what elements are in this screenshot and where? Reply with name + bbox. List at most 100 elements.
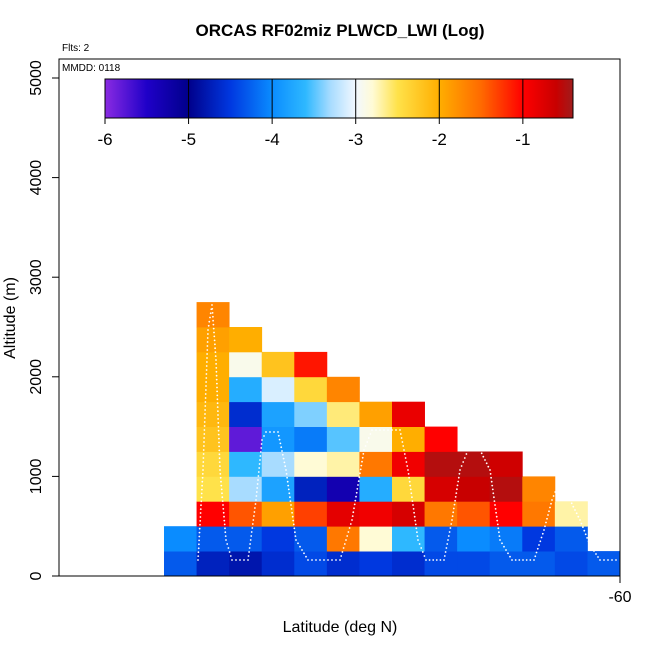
flight-track-point: [204, 397, 207, 399]
flight-track-point: [452, 511, 455, 514]
flight-track-point: [454, 499, 456, 502]
flight-track-point: [509, 555, 511, 558]
flight-track-point: [257, 471, 260, 473]
flight-track-point: [218, 437, 220, 440]
chart-title: ORCAS RF02miz PLWCD_LWI (Log): [196, 21, 485, 40]
flight-track-point: [251, 527, 254, 529]
flight-track-point: [489, 469, 491, 471]
heatmap-cell: [424, 526, 458, 552]
flight-track-point: [211, 304, 213, 306]
flight-track-point: [224, 527, 226, 530]
heatmap-cell: [522, 551, 556, 577]
flight-track-point: [367, 437, 370, 439]
flight-track-point: [543, 529, 545, 531]
flight-track-point: [220, 484, 223, 487]
flight-track-point: [497, 527, 500, 530]
y-axis-title: Altitude (m): [2, 277, 19, 359]
flight-track-point: [217, 433, 220, 436]
heatmap-cell: [164, 526, 197, 552]
heatmap-cell: [164, 551, 197, 577]
flight-track-point: [215, 378, 218, 381]
flight-track-point: [206, 341, 209, 343]
flight-track-point: [417, 539, 419, 541]
flight-track-point: [217, 422, 220, 424]
flight-track-point: [511, 559, 513, 561]
flight-track-point: [200, 496, 203, 499]
flight-track-point: [292, 519, 295, 522]
heatmap-cell: [294, 551, 328, 577]
flight-track-point: [220, 488, 223, 491]
flight-track-point: [356, 488, 359, 490]
colorbar-gradient: [104, 78, 574, 119]
flights-note: Flts: 2: [62, 43, 90, 54]
flight-track-point: [409, 484, 412, 487]
flight-track-point: [206, 345, 209, 347]
flight-track-point: [586, 537, 588, 539]
flight-track-point: [217, 410, 219, 412]
flight-track-point: [451, 515, 454, 518]
flight-track-point: [206, 361, 208, 363]
flight-track-point: [221, 500, 224, 502]
flight-track-point: [503, 545, 505, 548]
flight-track-point: [379, 429, 381, 431]
flight-track-point: [205, 389, 207, 391]
flight-track-point: [371, 429, 373, 431]
flight-track-point: [361, 456, 364, 459]
flight-track-point: [269, 431, 271, 433]
heatmap-cell: [294, 501, 328, 527]
colorbar-tick-label: -6: [97, 130, 112, 149]
heatmap-cell: [326, 476, 360, 502]
flight-track-point: [307, 559, 309, 561]
flight-track-point: [458, 472, 461, 475]
flight-track-point: [211, 308, 214, 310]
flight-track-point: [560, 482, 563, 485]
flight-track-point: [256, 487, 259, 489]
flight-track-point: [407, 473, 410, 475]
flight-track-point: [231, 559, 233, 561]
flight-track-point: [219, 469, 221, 471]
flight-track-point: [580, 522, 583, 525]
flight-track-point: [206, 337, 209, 339]
colorbar-tick-label: -2: [432, 130, 447, 149]
flight-track-point: [285, 473, 288, 475]
flight-track-point: [222, 504, 224, 506]
flight-track-point: [214, 351, 217, 353]
heatmap-cell: [326, 451, 360, 477]
flight-track-point: [301, 549, 303, 551]
flight-track-point: [418, 543, 421, 545]
heatmap-cell: [424, 451, 458, 477]
flight-track-point: [514, 559, 517, 561]
flight-track-point: [206, 353, 209, 355]
heatmap-cell: [522, 526, 556, 552]
flight-track-point: [492, 492, 495, 495]
flight-track-point: [453, 503, 456, 506]
flight-track-point: [549, 506, 551, 509]
heatmap-cell: [196, 426, 230, 452]
heatmap-cell: [294, 401, 328, 427]
flight-track-point: [294, 535, 297, 537]
flight-track-point: [597, 556, 599, 558]
flight-track-point: [411, 500, 414, 502]
flight-track-point: [339, 559, 341, 561]
flight-track-point: [216, 402, 219, 405]
flight-track-point: [551, 499, 553, 501]
flight-track-point: [505, 549, 507, 551]
flight-track-point: [448, 531, 451, 533]
flight-track-point: [460, 465, 463, 467]
heatmap-cell: [424, 501, 458, 527]
heatmap-cell: [489, 476, 523, 502]
flight-track-point: [456, 488, 458, 491]
flight-track-point: [347, 531, 350, 533]
heatmap-cell: [457, 451, 491, 477]
flight-track-point: [247, 555, 250, 557]
flight-track-point: [205, 373, 208, 375]
flight-track-point: [574, 509, 576, 511]
heatmap-cell: [196, 526, 230, 552]
flight-track-point: [353, 507, 355, 510]
flight-track-point: [216, 406, 219, 408]
flight-track-point: [343, 543, 346, 545]
flight-track-point: [533, 559, 535, 561]
flight-track-point: [496, 519, 499, 522]
flight-track-point: [248, 547, 251, 549]
flight-track-point: [446, 543, 449, 545]
